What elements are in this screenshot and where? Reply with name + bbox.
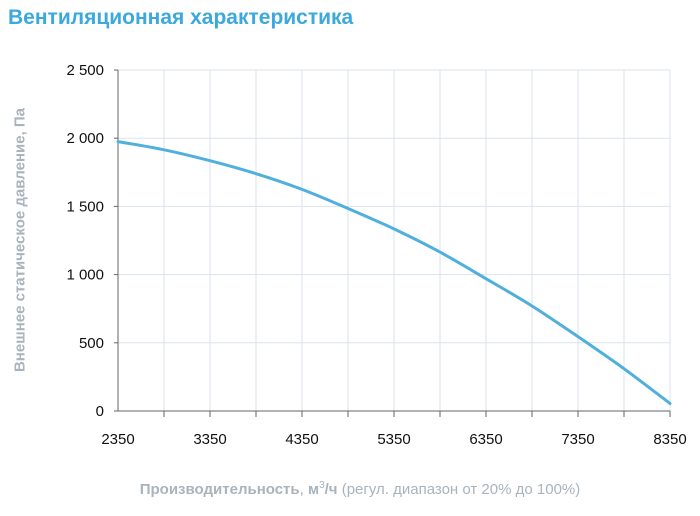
x-axis-unit-exp: 3	[319, 480, 325, 491]
y-tick-label: 1 500	[66, 198, 104, 215]
x-tick-label: 8350	[653, 431, 686, 448]
x-tick-label: 2350	[101, 431, 134, 448]
series-line	[116, 140, 672, 405]
x-tick-label: 6350	[469, 431, 502, 448]
x-tick-label: 4350	[285, 431, 318, 448]
x-axis-label-main: Производительность	[139, 481, 300, 498]
x-axis-unit: м	[307, 481, 320, 498]
x-axis-note: (регул. диапазон от 20% до 100%)	[337, 481, 581, 498]
x-tick-label: 7350	[561, 431, 594, 448]
y-tick-label: 2 000	[66, 130, 104, 147]
chart-title: Вентиляционная характеристика	[8, 6, 354, 29]
x-axis-label-sep: ,	[299, 481, 308, 498]
x-axis-unit-suffix: /ч	[324, 481, 338, 498]
y-tick-label: 500	[79, 335, 104, 352]
x-axis-label: Производительность, м3/ч (регул. диапазо…	[0, 480, 700, 498]
y-tick-label: 0	[96, 403, 104, 420]
x-tick-label: 5350	[377, 431, 410, 448]
y-tick-label: 2 500	[66, 62, 104, 79]
y-tick-label: 1 000	[66, 267, 104, 284]
x-tick-label: 3350	[193, 431, 226, 448]
